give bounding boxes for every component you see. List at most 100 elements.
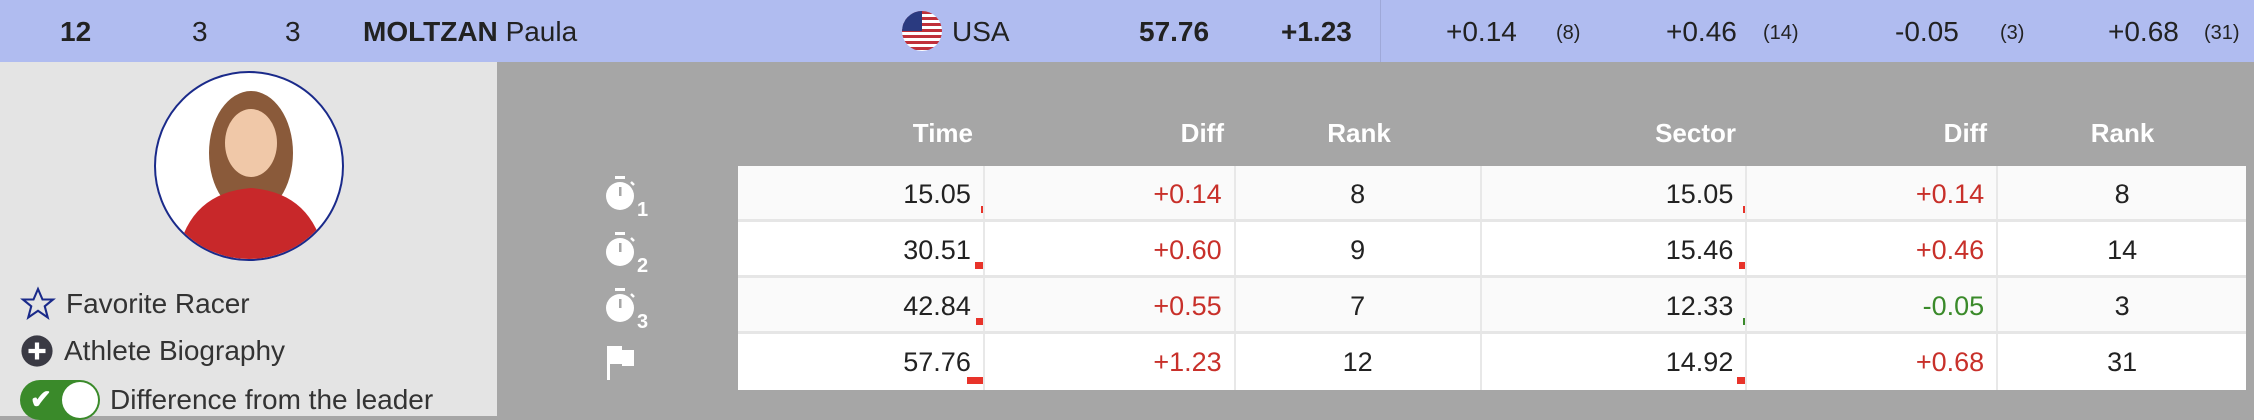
diff-bar <box>1743 206 1746 213</box>
split-diff: +0.46 <box>1666 16 1737 47</box>
stopwatch-icon: 3 <box>605 288 648 334</box>
favorite-racer-button[interactable]: Favorite Racer <box>20 286 250 322</box>
cell-time: 30.51 <box>738 222 985 275</box>
sdiff-value: +0.68 <box>1915 347 1985 377</box>
cell-rank: 8 <box>1236 166 1482 219</box>
athlete-name: MOLTZAN Paula <box>363 16 578 47</box>
stopwatch-icon: 1 <box>605 176 648 222</box>
srank-value: 8 <box>2114 179 2130 209</box>
cell-srank: 3 <box>1998 278 2246 331</box>
diff-bar <box>1736 377 1746 384</box>
rank-value: 7 <box>1350 291 1366 321</box>
split-diff: +0.14 <box>1446 16 1517 47</box>
col-diff: Diff <box>1180 118 1224 148</box>
star-icon <box>20 286 56 320</box>
rank-value: 12 <box>1342 347 1373 377</box>
cell-rank: 7 <box>1236 278 1482 331</box>
athlete-panel: Favorite Racer Athlete Biography ✔ Diffe… <box>0 62 497 420</box>
cell-diff: +0.55 <box>985 278 1236 331</box>
toggle-label: Difference from the leader <box>110 384 434 415</box>
cell-sdiff: +0.68 <box>1747 334 1999 390</box>
col-sector: Sector <box>1655 118 1736 148</box>
rank-value: 8 <box>1350 179 1366 209</box>
table-row: 15.05 +0.14 8 15.05 +0.14 8 <box>738 166 2246 222</box>
cell-sector: 15.46 <box>1482 222 1748 275</box>
diff-value: +0.14 <box>1153 179 1222 209</box>
cell-rank: 12 <box>1236 334 1482 390</box>
cell-sdiff: -0.05 <box>1747 278 1999 331</box>
srank-value: 3 <box>2114 291 2130 321</box>
total-diff: +1.23 <box>1281 16 1352 47</box>
result-row-header[interactable]: 12 3 3 MOLTZAN Paula USA 57.76 +1.23 +0.… <box>0 0 2254 62</box>
cell-diff: +0.60 <box>985 222 1236 275</box>
athlete-biography-button[interactable]: Athlete Biography <box>20 334 285 368</box>
split-table: 15.05 +0.14 8 15.05 +0.14 8 30.51 +0.60 9 15.46 +0… <box>738 166 2246 390</box>
favorite-label: Favorite Racer <box>66 288 250 319</box>
check-icon: ✔ <box>30 384 52 414</box>
divider <box>1380 0 1381 62</box>
biography-label: Athlete Biography <box>64 335 286 366</box>
finish-flag-icon <box>605 344 637 385</box>
diff-bar <box>1743 318 1746 325</box>
diff-bar <box>1739 262 1746 269</box>
split-rank: (8) <box>1556 22 1581 44</box>
stopwatch-icon: 2 <box>605 232 648 278</box>
cell-time: 42.84 <box>738 278 985 331</box>
srank-value: 14 <box>2107 235 2138 265</box>
cell-diff: +1.23 <box>985 334 1236 390</box>
sdiff-value: +0.14 <box>1915 179 1985 209</box>
col-sector-diff: Diff <box>1943 118 1987 148</box>
diff-bar <box>980 206 983 213</box>
diff-bar <box>975 262 983 269</box>
col-rank: Rank <box>1327 118 1391 148</box>
sector-value: 14.92 <box>1665 347 1734 377</box>
time-value: 30.51 <box>903 235 971 265</box>
split-diff: +0.68 <box>2108 16 2179 47</box>
split-rank: (14) <box>1763 22 1799 44</box>
diff-bar <box>966 377 983 384</box>
diff-value: +1.23 <box>1153 347 1222 377</box>
split-rank: (3) <box>2000 22 2025 44</box>
cell-srank: 8 <box>1998 166 2246 219</box>
diff-value: +0.60 <box>1153 235 1222 265</box>
time-value: 57.76 <box>903 347 971 377</box>
table-row: 57.76 +1.23 12 14.92 +0.68 31 <box>738 334 2246 390</box>
col-time: Time <box>912 118 973 148</box>
usa-flag-icon <box>902 11 942 51</box>
rank-value: 9 <box>1350 235 1366 265</box>
split-rank: (31) <box>2204 22 2240 44</box>
cell-srank: 14 <box>1998 222 2246 275</box>
cell-srank: 31 <box>1998 334 2246 390</box>
avatar <box>154 71 344 261</box>
cell-sdiff: +0.14 <box>1747 166 1999 219</box>
srank-value: 31 <box>2107 347 2138 377</box>
total-time: 57.76 <box>1139 16 1210 47</box>
start-order: 3 <box>285 16 301 47</box>
sdiff-value: +0.46 <box>1915 235 1985 265</box>
cell-time: 57.76 <box>738 334 985 390</box>
rank: 12 <box>60 16 92 47</box>
country: USA <box>952 16 1010 47</box>
cell-sector: 14.92 <box>1482 334 1748 390</box>
sector-value: 12.33 <box>1665 291 1734 321</box>
cell-sector: 15.05 <box>1482 166 1748 219</box>
sdiff-value: -0.05 <box>1922 291 1985 321</box>
split-diff: -0.05 <box>1895 16 1959 47</box>
cell-diff: +0.14 <box>985 166 1236 219</box>
diff-value: +0.55 <box>1153 291 1222 321</box>
col-sector-rank: Rank <box>2090 118 2155 148</box>
diff-bar <box>975 318 983 325</box>
cell-sector: 12.33 <box>1482 278 1748 331</box>
bib: 3 <box>192 16 208 47</box>
sector-value: 15.05 <box>1665 179 1734 209</box>
cell-rank: 9 <box>1236 222 1482 275</box>
time-value: 15.05 <box>903 179 971 209</box>
toggle-switch[interactable]: ✔ <box>20 380 100 420</box>
sector-value: 15.46 <box>1665 235 1734 265</box>
time-value: 42.84 <box>903 291 971 321</box>
difference-toggle[interactable]: ✔ Difference from the leader <box>20 380 433 420</box>
cell-sdiff: +0.46 <box>1747 222 1999 275</box>
cell-time: 15.05 <box>738 166 985 219</box>
plus-circle-icon <box>21 335 53 367</box>
table-row: 30.51 +0.60 9 15.46 +0.46 14 <box>738 222 2246 278</box>
